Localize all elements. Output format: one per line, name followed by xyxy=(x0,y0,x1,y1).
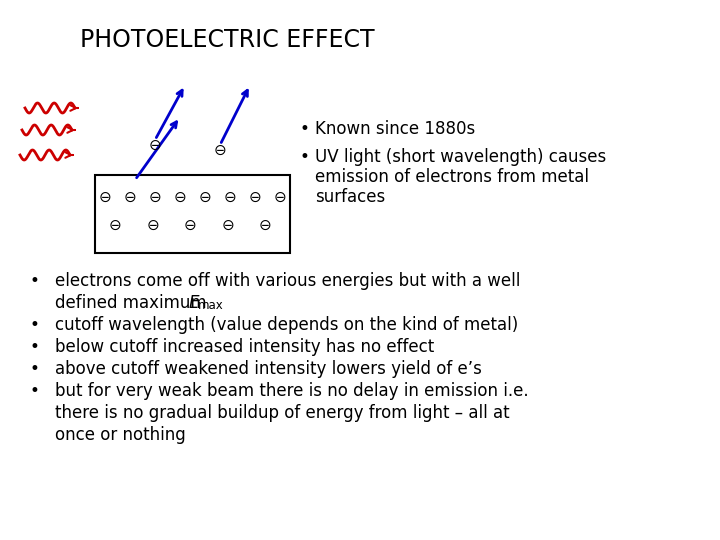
Text: ⊖: ⊖ xyxy=(174,190,186,205)
Text: max: max xyxy=(198,299,224,312)
Text: •: • xyxy=(30,316,40,334)
Text: above cutoff weakened intensity lowers yield of e’s: above cutoff weakened intensity lowers y… xyxy=(55,360,482,378)
Bar xyxy=(95,175,290,253)
Text: ⊖: ⊖ xyxy=(199,190,212,205)
Text: •: • xyxy=(30,382,40,400)
Text: once or nothing: once or nothing xyxy=(55,426,186,444)
Text: •: • xyxy=(30,272,40,290)
Text: electrons come off with various energies but with a well: electrons come off with various energies… xyxy=(55,272,521,290)
Text: there is no gradual buildup of energy from light – all at: there is no gradual buildup of energy fr… xyxy=(55,404,510,422)
Text: ⊖: ⊖ xyxy=(214,143,226,158)
Text: ⊖: ⊖ xyxy=(146,218,159,233)
Text: ⊖: ⊖ xyxy=(124,190,136,205)
Text: •: • xyxy=(300,120,310,138)
Text: ⊖: ⊖ xyxy=(248,190,261,205)
Text: ⊖: ⊖ xyxy=(221,218,234,233)
Text: ⊖: ⊖ xyxy=(184,218,197,233)
Text: •: • xyxy=(30,338,40,356)
Text: cutoff wavelength (value depends on the kind of metal): cutoff wavelength (value depends on the … xyxy=(55,316,518,334)
Text: ⊖: ⊖ xyxy=(274,190,287,205)
Text: but for very weak beam there is no delay in emission i.e.: but for very weak beam there is no delay… xyxy=(55,382,528,400)
Text: ⊖: ⊖ xyxy=(148,138,161,152)
Text: Known since 1880s: Known since 1880s xyxy=(315,120,475,138)
Text: ⊖: ⊖ xyxy=(109,218,122,233)
Text: surfaces: surfaces xyxy=(315,188,385,206)
Text: defined maximum: defined maximum xyxy=(55,294,212,312)
Text: E: E xyxy=(189,294,199,312)
Text: ⊖: ⊖ xyxy=(148,190,161,205)
Text: PHOTOELECTRIC EFFECT: PHOTOELECTRIC EFFECT xyxy=(80,28,374,52)
Text: ⊖: ⊖ xyxy=(99,190,112,205)
Text: UV light (short wavelength) causes: UV light (short wavelength) causes xyxy=(315,148,606,166)
Text: •: • xyxy=(300,148,310,166)
Text: ⊖: ⊖ xyxy=(224,190,236,205)
Text: below cutoff increased intensity has no effect: below cutoff increased intensity has no … xyxy=(55,338,434,356)
Text: •: • xyxy=(30,360,40,378)
Text: ⊖: ⊖ xyxy=(258,218,271,233)
Text: emission of electrons from metal: emission of electrons from metal xyxy=(315,168,589,186)
